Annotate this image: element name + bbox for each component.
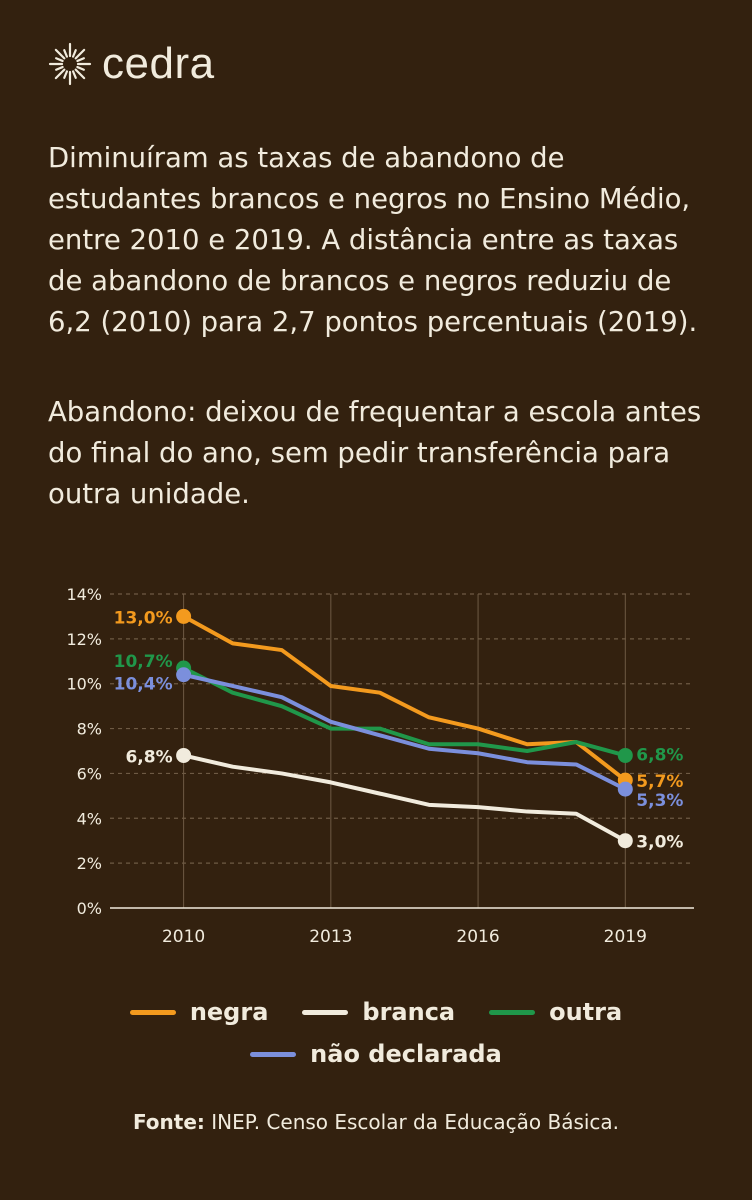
data-label-end-branca: 3,0% [636, 833, 683, 853]
legend-swatch-negra [129, 1009, 176, 1015]
source-note: Fonte: INEP. Censo Escolar da Educação B… [0, 1110, 752, 1134]
data-label-end-nao_declarada: 5,3% [636, 791, 683, 811]
sun-burst-ray [55, 57, 64, 63]
series-line-branca [181, 753, 628, 843]
y-tick-label: 14% [66, 585, 102, 604]
y-tick-label: 10% [66, 675, 102, 694]
series-line-negra [181, 614, 628, 783]
x-tick-label: 2016 [456, 927, 499, 947]
legend-item-branca: branca [302, 998, 455, 1026]
definition-text: Abandono: deixou de frequentar a escola … [48, 396, 702, 510]
data-label-start-outra: 10,7% [114, 652, 173, 672]
y-tick-label: 12% [66, 630, 102, 649]
data-label-start-nao_declarada: 10,4% [114, 675, 173, 695]
legend-swatch-nao-declarada [250, 1051, 297, 1057]
sun-burst-ray [71, 49, 77, 58]
series-start-marker-nao_declarada [176, 667, 192, 683]
series-line-nao_declarada [181, 672, 628, 792]
legend-label-negra: negra [189, 998, 269, 1026]
series-start-marker-negra [176, 608, 192, 624]
y-tick-label: 2% [77, 854, 102, 873]
x-tick-label: 2019 [604, 927, 647, 947]
sun-burst-ray [54, 48, 66, 60]
x-tick-label: 2013 [309, 927, 352, 947]
data-label-end-outra: 6,8% [636, 745, 683, 765]
legend-swatch-outra [489, 1009, 536, 1015]
sun-burst-icon [48, 42, 92, 86]
line-chart: 0% 2% 4% 6% 8% 10% 12% 14% 2010 2013 2016 2019 13,0%… [66, 585, 694, 947]
brand-header: cedra [48, 42, 215, 86]
intro-text: Diminuíram as taxas de abandono de estud… [48, 142, 698, 338]
data-label-start-branca: 6,8% [125, 747, 172, 767]
sun-burst-ray [71, 70, 77, 79]
y-tick-label: 4% [77, 809, 102, 828]
legend-item-nao-declarada: não declarada [250, 1040, 502, 1068]
sun-burst-ray [54, 68, 66, 80]
y-tick-label: 8% [77, 720, 102, 739]
sun-burst-ray [63, 70, 69, 79]
legend-label-nao-declarada: não declarada [310, 1040, 502, 1068]
sun-burst-ray [74, 68, 86, 80]
source-label: Fonte: [132, 1110, 205, 1134]
sun-burst-ray [76, 65, 85, 71]
data-label-start-negra: 13,0% [114, 608, 173, 628]
sun-burst-ray [74, 48, 86, 60]
legend-label-outra: outra [549, 998, 623, 1026]
data-label-end-negra: 5,7% [636, 772, 683, 792]
sun-burst-ray [63, 49, 69, 58]
legend-item-negra: negra [129, 998, 269, 1026]
source-text: INEP. Censo Escolar da Educação Básica. [204, 1110, 620, 1134]
brand-name: cedra [102, 39, 215, 88]
series-end-marker-outra [617, 747, 633, 763]
sun-burst-ray [55, 65, 64, 71]
series-end-marker-nao_declarada [617, 781, 633, 797]
legend-label-branca: branca [362, 998, 456, 1026]
y-tick-label: 0% [77, 899, 102, 918]
x-tick-label: 2010 [162, 927, 205, 947]
chart-legend: negra branca outra não declarada [0, 998, 752, 1082]
sun-burst-ray [76, 57, 85, 63]
series-line-outra [181, 666, 628, 758]
legend-item-outra: outra [489, 998, 622, 1026]
series-start-marker-branca [176, 747, 192, 763]
series-end-marker-branca [617, 833, 633, 849]
legend-swatch-branca [302, 1009, 349, 1015]
y-tick-label: 6% [77, 764, 102, 783]
